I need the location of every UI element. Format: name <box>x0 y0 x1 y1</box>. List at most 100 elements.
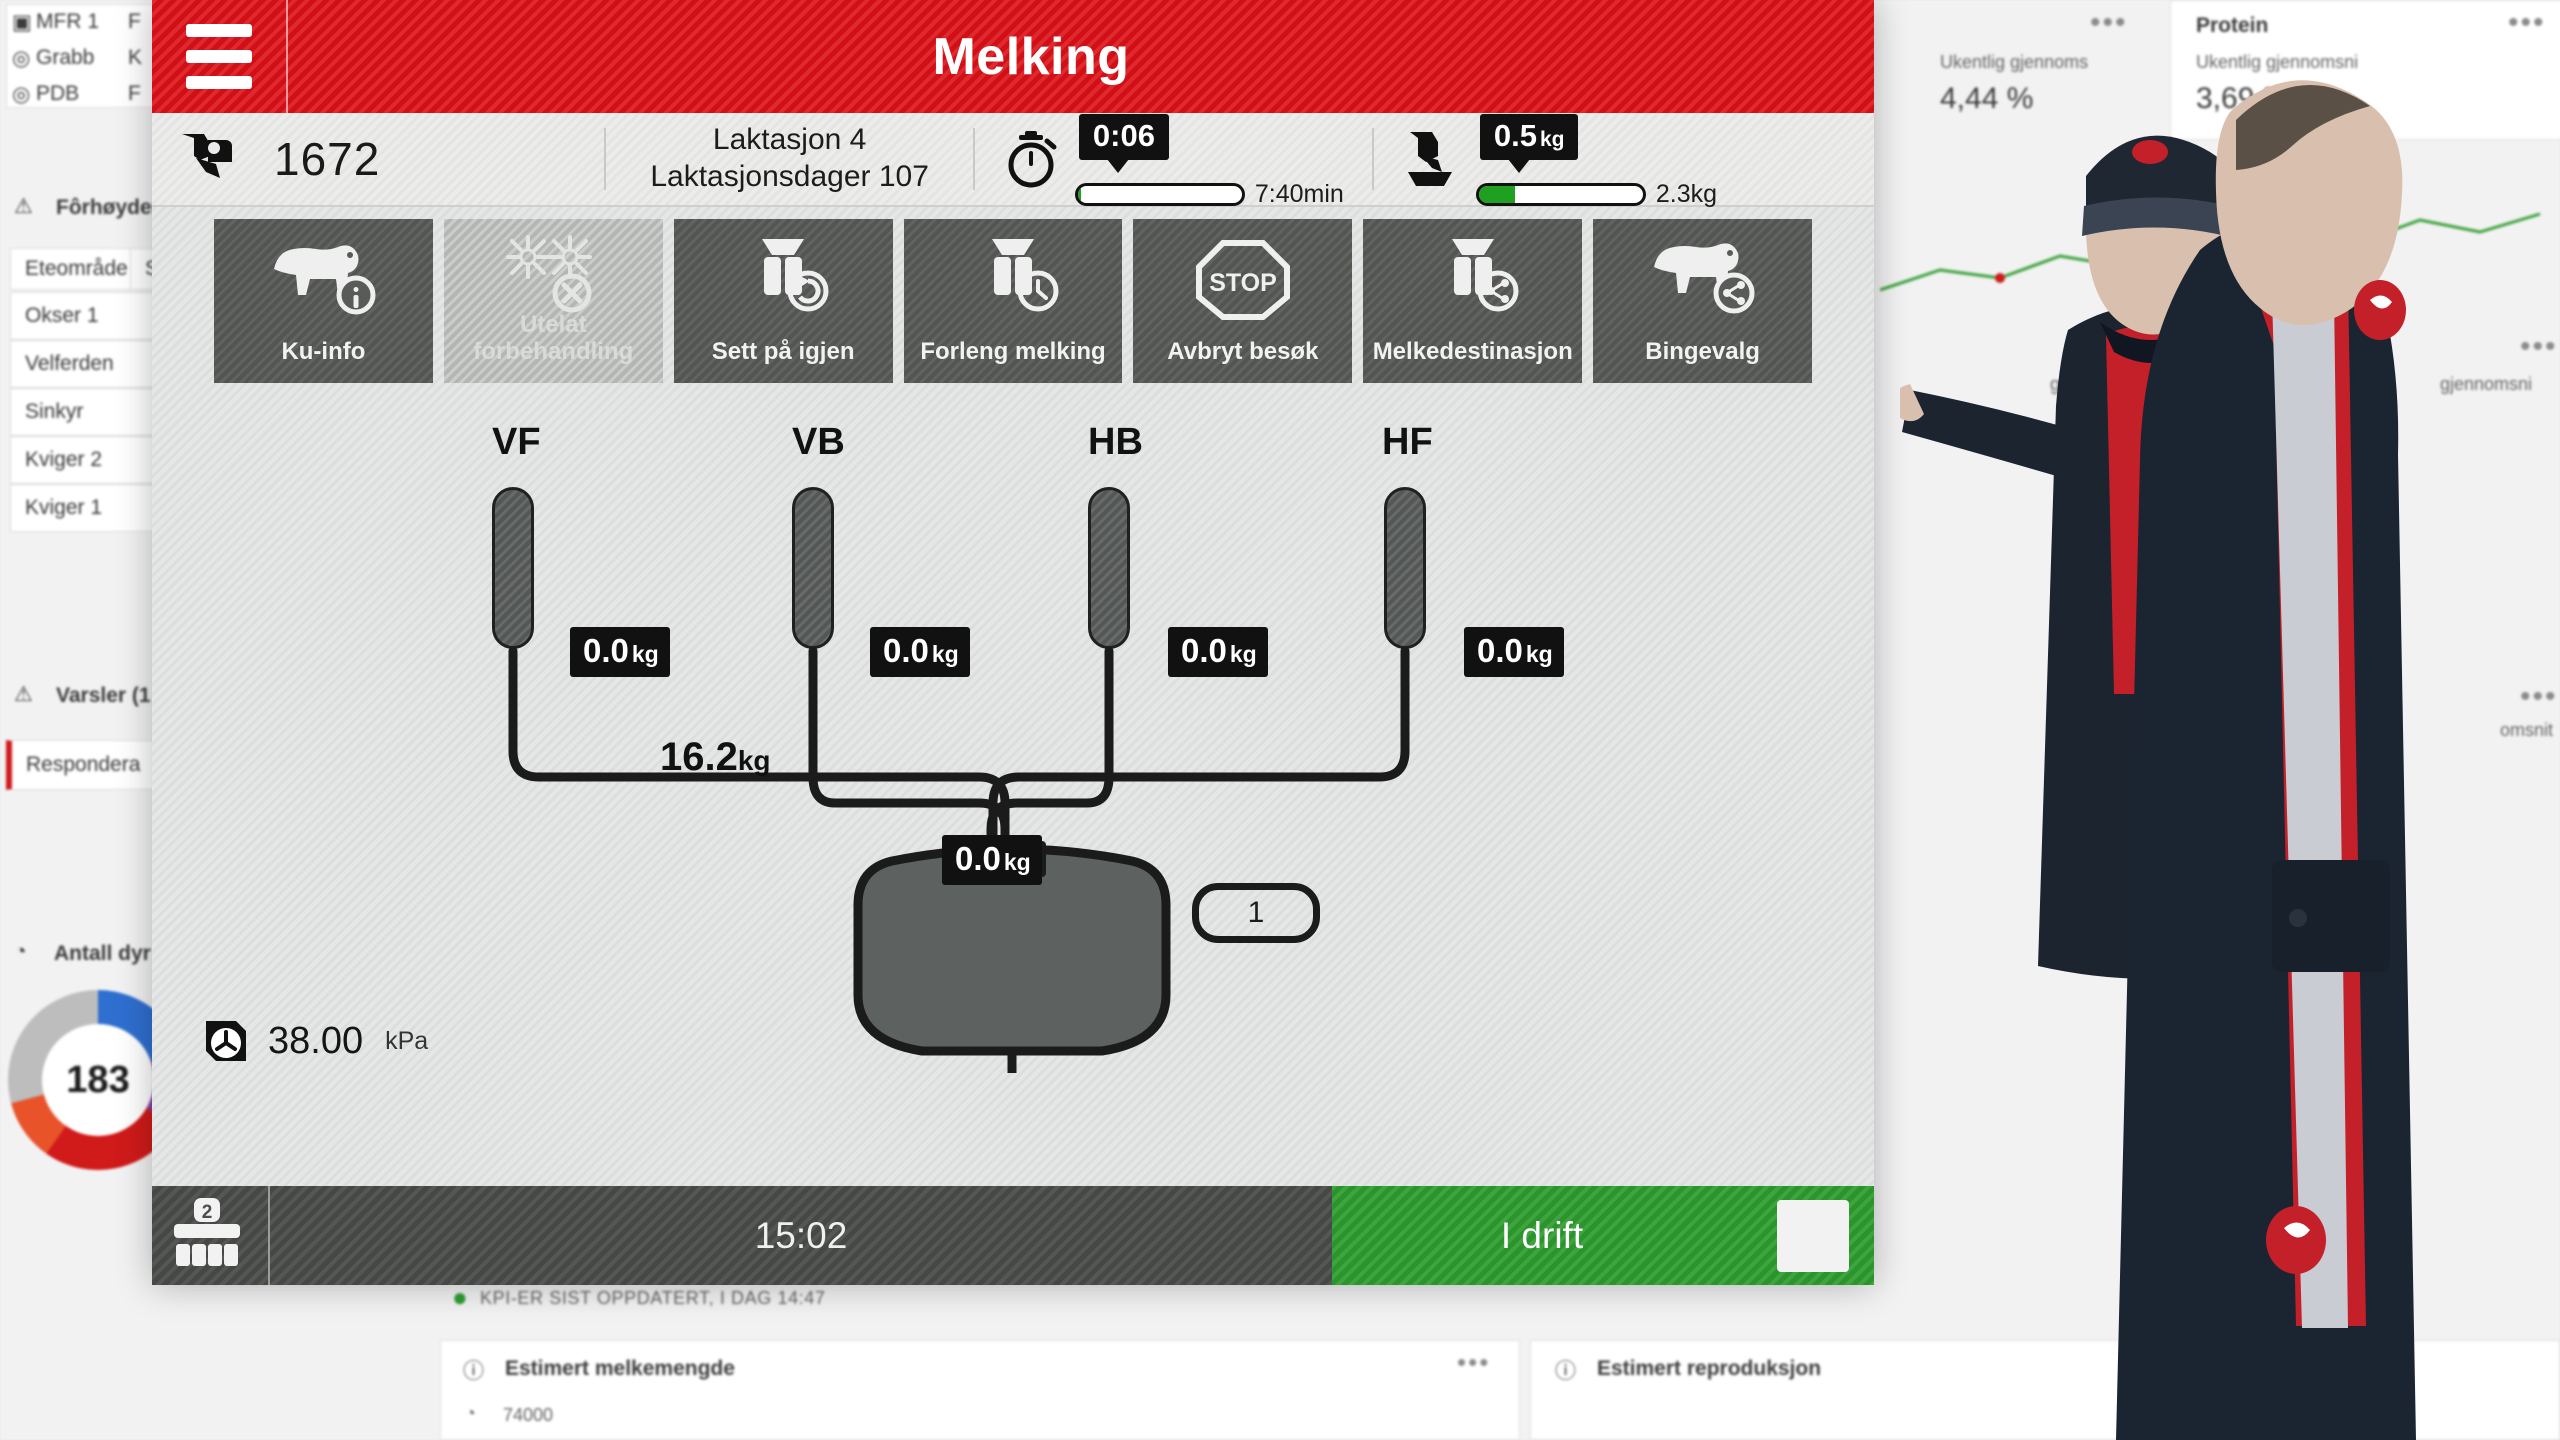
stall-count-value: 2 <box>202 1202 213 1223</box>
status-action-button[interactable] <box>1752 1186 1874 1285</box>
quarter-weight-hb: 0.0 kg <box>1168 627 1268 677</box>
stall-destination-box[interactable]: 1 <box>1192 883 1320 943</box>
bg-kpi-sub-fat: Ukentlig gjennoms <box>1940 52 2089 72</box>
avbryt-besok-label: Avbryt besøk <box>1167 337 1319 365</box>
melkedestinasjon-label: Melkedestinasjon <box>1372 337 1573 365</box>
bg-kpi-menu-protein[interactable]: ••• <box>2508 6 2546 39</box>
stall-icon: 2 <box>174 1197 240 1266</box>
bg-kpi-misc-1: gjennomsn <box>2050 374 2139 394</box>
quarter-weight-vf: 0.0 kg <box>570 627 670 677</box>
utelat-forbehandling-button[interactable]: Utelat forbehandling <box>443 219 663 383</box>
outlet-weight: 0.0 kg <box>942 835 1042 885</box>
bg-kpi-misc-3: omsnit <box>2500 720 2554 740</box>
milk-flow-icon <box>1407 132 1452 186</box>
bg-section-forhoyder: Fôrhøyder <box>56 196 160 219</box>
vacuum-gauge-icon <box>206 1021 246 1061</box>
status-state-label: I drift <box>1332 1186 1752 1285</box>
teat-cup-vf[interactable] <box>492 487 534 649</box>
bg-card-icon-info-2: ◔ <box>465 1403 476 1423</box>
lactation-number: Laktasjon 4 <box>712 123 867 157</box>
status-bar: 2 15:02 I drift <box>152 1186 1874 1285</box>
vacuum-reading: 38.00 kPa <box>202 1017 428 1065</box>
total-milk-weight: 16.2kg <box>660 735 771 779</box>
milk-yield-badge: 0.5 kg <box>1479 113 1579 173</box>
bg-row-grabb: Grabb <box>36 46 95 69</box>
bg-col-f1: F <box>128 10 141 33</box>
bg-row-mfr1: MFR 1 <box>36 10 99 33</box>
bg-animals-title: Antall dyr <box>54 942 151 965</box>
stall-indicator[interactable]: 2 <box>152 1186 270 1285</box>
forleng-melking-label: Forleng melking <box>920 337 1106 365</box>
bg-card-title-1: Estimert melkemengde <box>505 1357 735 1380</box>
bg-kpi-menu-3[interactable]: ••• <box>2520 330 2558 363</box>
panel-header: Melking <box>152 0 1874 113</box>
vacuum-unit: kPa <box>385 1026 429 1055</box>
bg-item-kviger1: Kviger 1 <box>10 484 160 532</box>
bingevalg-label: Bingevalg <box>1645 337 1760 365</box>
bg-item-velferden: Velferden <box>10 340 160 388</box>
bg-col-f2: F <box>128 82 141 105</box>
quarter-weight-vb: 0.0 kg <box>870 627 970 677</box>
stop-icon: STOP <box>1195 240 1290 320</box>
bg-row-pdb: PDB <box>36 82 80 105</box>
teat-cup-vb[interactable] <box>792 487 834 649</box>
melking-panel: Melking 1672 Laktasjon 4 Laktasjonsdager… <box>152 0 1874 1285</box>
bg-kpi-menu-fat[interactable]: ••• <box>2090 6 2128 39</box>
bg-kpi-value-fat: 4,44 % <box>1940 82 2034 115</box>
sett-pa-igjen-button[interactable]: Sett på igjen <box>673 219 893 383</box>
bingevalg-button[interactable]: Bingevalg <box>1593 219 1813 383</box>
bg-kpi-updated-note: KPI-ER SIST OPPDATERT, I DAG 14:47 <box>480 1288 826 1308</box>
bg-icon-gear-2: ◎ <box>12 83 31 106</box>
forleng-melking-button[interactable]: Forleng melking <box>903 219 1123 383</box>
bg-col-k1: K <box>128 46 143 69</box>
cow-id-value: 1672 <box>274 133 381 185</box>
divider-2 <box>972 128 975 190</box>
white-square-button <box>1777 1199 1849 1272</box>
milk-yield-block: 0.5 kg 2.3kg <box>1374 113 1745 208</box>
milking-timer-block: 0:06 7:40min <box>975 113 1372 208</box>
bg-kpi-updated-dot: ● <box>452 1282 468 1312</box>
milking-time-badge: 0:06 <box>1078 113 1169 173</box>
milking-time-progress <box>1074 182 1245 206</box>
bg-card-estimert-reproduksjon: ⓘ Estimert reproduksjon Februar Mars Apr… <box>1530 1340 2560 1440</box>
bg-item-okser1: Okser 1 <box>10 292 160 340</box>
bg-kpi-menu-4[interactable]: ••• <box>2520 680 2558 713</box>
bg-kpi-sub-protein: Ukentlig gjennomsni <box>2196 52 2359 72</box>
melkedestinasjon-button[interactable]: Melkedestinasjon <box>1363 219 1583 383</box>
avbryt-besok-button[interactable]: STOP Avbryt besøk <box>1133 219 1353 383</box>
bg-card-value-1: 74000 <box>503 1405 554 1425</box>
milk-hose-lines <box>508 646 1410 1073</box>
status-clock: 15:02 <box>754 1214 848 1256</box>
cow-share-icon <box>1653 243 1755 314</box>
vacuum-value: 38.00 <box>268 1019 364 1062</box>
sett-pa-igjen-label: Sett på igjen <box>711 337 855 365</box>
divider-1 <box>604 128 607 190</box>
bg-card-estimert-melkemengde: ⓘ Estimert melkemengde ••• ◔ 74000 <box>440 1340 1520 1440</box>
bg-kpi-value-protein: 3,69 % <box>2196 82 2290 115</box>
quarter-label-hb: HB <box>1088 421 1143 463</box>
quarter-label-vf: VF <box>492 421 541 463</box>
bg-warning-icon: ⚠ <box>14 195 33 218</box>
bg-card-icon-info-1: ⓘ <box>463 1360 484 1383</box>
ku-info-label: Ku-info <box>281 337 366 365</box>
hamburger-icon[interactable] <box>152 0 288 113</box>
quarter-label-hf: HF <box>1382 421 1433 463</box>
cow-identity[interactable]: 1672 <box>170 113 404 205</box>
page-title: Melking <box>932 27 1130 86</box>
quarter-weight-hf: 0.0 kg <box>1464 627 1564 677</box>
bg-icon-gear-1: ◎ <box>12 47 31 70</box>
bg-alerts-title: Varsler (1 <box>56 684 151 707</box>
bg-card-icon-info-3: ⓘ <box>1555 1360 1576 1383</box>
cow-info-icon <box>274 245 376 315</box>
divider-3 <box>1371 128 1374 190</box>
teat-cup-hb[interactable] <box>1088 487 1130 649</box>
milking-time-total: 7:40min <box>1254 179 1344 208</box>
action-button-row: Ku-info <box>152 207 1874 383</box>
teatcup-clock-icon <box>992 239 1059 312</box>
ku-info-button[interactable]: Ku-info <box>214 219 433 383</box>
bg-card-menu-1[interactable]: ••• <box>1457 1347 1491 1377</box>
udder-diagram: VF VB HB HF <box>152 383 1874 1073</box>
bg-sparkline-chart <box>1880 212 2541 292</box>
lactation-block: Laktasjon 4 Laktasjonsdager 107 <box>606 113 973 205</box>
bg-left-top-panel <box>6 4 156 108</box>
